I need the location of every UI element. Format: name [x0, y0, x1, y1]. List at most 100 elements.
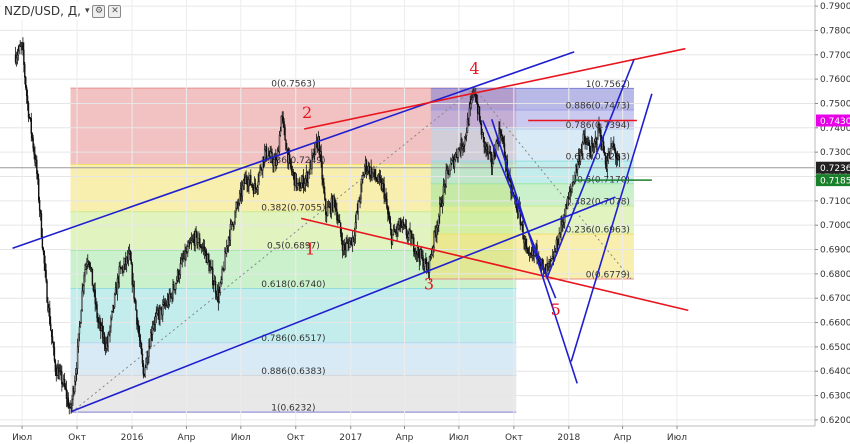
- candle: [502, 141, 505, 144]
- candle: [209, 266, 211, 272]
- candle: [469, 103, 471, 109]
- trendline[interactable]: [545, 59, 635, 280]
- close-icon[interactable]: ✕: [108, 4, 122, 18]
- candle: [321, 161, 323, 180]
- candle: [449, 169, 451, 175]
- candle: [191, 239, 194, 241]
- fib-right-label: 0.236(0.6963): [566, 226, 630, 236]
- candle: [233, 222, 235, 227]
- candle: [400, 218, 402, 228]
- candle: [590, 143, 593, 156]
- candle: [363, 174, 365, 176]
- candle: [196, 232, 198, 245]
- candle: [388, 218, 391, 224]
- candle: [220, 279, 222, 284]
- candle: [425, 258, 427, 264]
- y-tick-label: 0.7600: [820, 75, 850, 85]
- chevron-down-icon[interactable]: ▾: [84, 6, 90, 16]
- dotted-connector: [71, 87, 475, 413]
- x-tick-label: Апр: [178, 433, 196, 443]
- candle: [420, 249, 422, 258]
- candle: [336, 209, 338, 221]
- x-tick-label: Июл: [667, 433, 687, 443]
- candle: [548, 261, 550, 264]
- candle: [144, 367, 146, 377]
- candle: [292, 171, 295, 173]
- candle: [562, 221, 564, 226]
- candle: [404, 224, 407, 227]
- candle: [18, 45, 20, 52]
- candle: [180, 258, 183, 264]
- trendline[interactable]: [12, 51, 575, 250]
- candle: [97, 317, 99, 323]
- y-tick-label: 0.6200: [820, 416, 850, 426]
- candle: [576, 161, 579, 170]
- candle: [290, 166, 293, 172]
- candle: [133, 280, 135, 299]
- y-tick-label: 0.7800: [820, 26, 850, 36]
- trendline[interactable]: [490, 119, 578, 384]
- candle: [385, 195, 387, 200]
- candle: [94, 289, 96, 304]
- fib-right-label: 0.886(0.7473): [566, 102, 630, 112]
- trendline[interactable]: [570, 93, 653, 362]
- candle: [71, 399, 73, 409]
- candle: [238, 202, 240, 205]
- candle: [211, 266, 213, 269]
- candle: [263, 149, 266, 163]
- candle: [36, 159, 38, 174]
- candle: [248, 179, 250, 187]
- candle: [451, 159, 453, 164]
- candle: [475, 93, 477, 102]
- candle: [320, 151, 322, 162]
- wave-label-5: 5: [551, 300, 561, 319]
- y-tick-label: 0.6400: [820, 367, 850, 377]
- candle: [495, 141, 497, 157]
- candle: [442, 185, 445, 204]
- candle: [613, 143, 615, 148]
- trendline[interactable]: [303, 47, 686, 130]
- candle: [27, 103, 30, 118]
- x-tick-label: 2018: [557, 433, 580, 443]
- candle: [113, 293, 116, 308]
- candle: [526, 248, 529, 254]
- candle: [214, 281, 217, 294]
- fib-left-label: 0.236(0.7249): [261, 156, 325, 166]
- candle: [130, 259, 133, 265]
- candle: [244, 176, 246, 184]
- candle: [360, 183, 362, 200]
- candle: [606, 160, 609, 170]
- candle: [30, 118, 32, 134]
- candle: [116, 278, 119, 295]
- gear-icon[interactable]: ⚙: [92, 4, 106, 18]
- fib-left-label: 0.382(0.7055): [261, 203, 325, 213]
- wave-label-1: 1: [305, 239, 315, 258]
- candle: [566, 197, 569, 210]
- candle: [411, 238, 413, 244]
- candle: [300, 187, 302, 191]
- symbol-label[interactable]: NZD/USD, Д,: [4, 4, 81, 18]
- x-tick-label: Апр: [614, 433, 632, 443]
- candle: [343, 244, 346, 249]
- fib-left-label: 0.886(0.6383): [261, 367, 325, 377]
- price-badge: [816, 174, 850, 187]
- candle: [423, 266, 425, 269]
- candle: [125, 256, 128, 265]
- candle: [480, 122, 483, 135]
- trendline[interactable]: [71, 196, 616, 413]
- candle: [129, 250, 132, 260]
- trendline[interactable]: [482, 120, 557, 299]
- x-tick-label: Окт: [68, 433, 86, 443]
- candle: [151, 327, 154, 335]
- candle: [433, 230, 435, 248]
- candle: [314, 142, 317, 155]
- candle: [376, 178, 378, 182]
- trendline[interactable]: [300, 217, 689, 312]
- candle: [503, 143, 506, 157]
- candle: [333, 195, 335, 200]
- candle: [51, 336, 54, 344]
- candle: [584, 136, 586, 143]
- candle: [284, 127, 286, 141]
- candle: [112, 304, 114, 312]
